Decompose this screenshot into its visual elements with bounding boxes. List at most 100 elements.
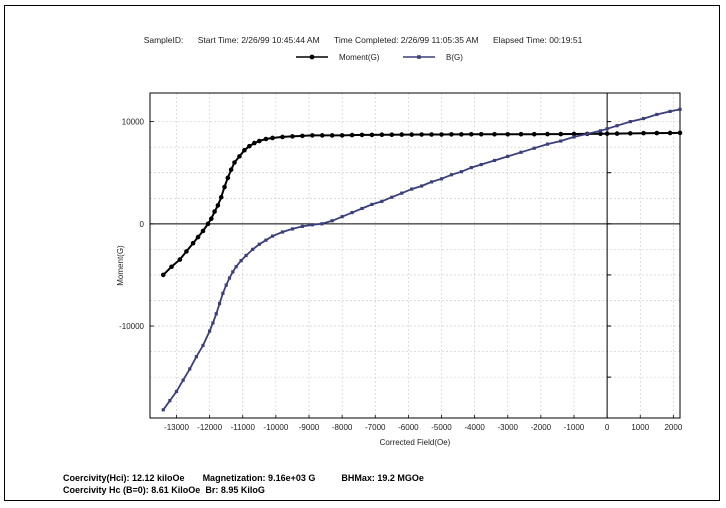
run-info-header: SampleID: Start Time: 2/26/99 10:45:44 A… (5, 35, 721, 45)
moment-point (205, 221, 211, 227)
moment-point (518, 131, 524, 137)
b-point (492, 158, 497, 163)
moment-point (257, 138, 262, 144)
b-point (244, 253, 248, 258)
moment-point (429, 132, 434, 137)
moment-point (160, 272, 166, 278)
moment-point (329, 133, 335, 138)
b-point (234, 265, 238, 269)
b-point (598, 129, 603, 133)
b-point (360, 206, 364, 211)
b-point (572, 135, 576, 139)
moment-point (459, 132, 464, 137)
b-point (231, 270, 235, 274)
x-tick-label: -9000 (299, 423, 320, 432)
moment-point (604, 131, 610, 136)
x-tick-label: -11000 (231, 423, 256, 432)
b-point (320, 222, 324, 226)
b-point (227, 276, 232, 280)
moment-point (247, 143, 252, 149)
b-point (300, 224, 304, 228)
b-point (668, 109, 672, 113)
moment-point (339, 133, 345, 138)
moment-point (184, 249, 189, 254)
moment-point (228, 167, 234, 172)
moment-point (379, 132, 385, 137)
moment-point (300, 133, 305, 139)
x-tick-label: -7000 (365, 423, 386, 432)
x-tick-label: -6000 (398, 423, 419, 432)
moment-point (654, 130, 660, 136)
b-point (390, 195, 394, 199)
moment-point (409, 132, 414, 137)
b-point (201, 343, 205, 348)
moment-point (270, 135, 275, 141)
chart-labels: -13000 -12000 -11000 -10000 -9000 -8000 -7000-… (116, 118, 683, 447)
b-point (251, 247, 255, 251)
b-point (559, 139, 563, 143)
b-point (221, 291, 225, 295)
br-value: Br: 8.95 KiloG (205, 485, 265, 495)
x-tick-label: -5000 (431, 423, 452, 432)
b-point (168, 399, 172, 403)
b-point (270, 234, 275, 238)
moment-point (215, 203, 221, 208)
y-tick-label: 10000 (122, 118, 145, 127)
moment-point (469, 131, 474, 137)
b-point (239, 259, 243, 263)
b-point (605, 127, 609, 131)
b-point (400, 191, 404, 195)
x-tick-label: 1000 (631, 423, 649, 432)
results-summary: Coercivity(Hci): 12.12 kiloOe Magnetizati… (63, 472, 424, 496)
b-point (290, 227, 295, 231)
x-tick-label: -3000 (498, 423, 519, 432)
b-point (211, 321, 215, 325)
plot-border (149, 92, 681, 419)
moment-point (505, 131, 511, 137)
x-tick-label: -13000 (164, 423, 189, 432)
hysteresis-chart: Moment(G) B(G) -13000 -12000 -11000 -10000 -9… (116, 53, 683, 447)
legend-label: Moment(G) (339, 53, 380, 62)
b-point (439, 177, 444, 181)
b-point (194, 355, 198, 359)
b-point (257, 242, 261, 246)
moment-point (177, 257, 183, 262)
moment-point (419, 132, 424, 137)
x-tick-label: -2000 (531, 423, 552, 432)
moment-point (628, 131, 633, 136)
bhmax-value: BHMax: 19.2 MGOe (341, 473, 424, 483)
b-point (174, 389, 179, 394)
b-point (429, 180, 434, 184)
b-point (208, 329, 212, 333)
series-line-moment (162, 131, 681, 276)
x-axis-title: Corrected Field(Oe) (380, 438, 451, 447)
b-point (519, 150, 523, 154)
b-point (615, 124, 619, 128)
moment-point (237, 154, 242, 159)
b-point (188, 367, 192, 371)
b-point (678, 107, 682, 111)
moment-point (399, 132, 405, 137)
b-point (330, 219, 334, 223)
b-point (264, 238, 268, 242)
chart-series (160, 107, 683, 412)
b-point (350, 210, 354, 215)
start-time-label: Start Time: 2/26/99 10:45:44 AM (197, 35, 320, 45)
moment-point (290, 134, 295, 139)
coercivity-hc-value: Coercivity Hc (B=0): 8.61 KiloOe (63, 485, 201, 495)
chart-legend: Moment(G) B(G) (296, 53, 463, 62)
x-tick-label: 2000 (664, 423, 682, 432)
b-point (340, 215, 344, 219)
moment-point (641, 130, 646, 136)
b-point (506, 154, 510, 158)
moment-point (263, 136, 269, 142)
moment-point (195, 234, 201, 240)
x-tick-label: -1000 (564, 423, 585, 432)
moment-point (545, 131, 550, 137)
b-point (532, 146, 536, 150)
moment-point (169, 264, 174, 270)
x-tick-label: -8000 (332, 423, 353, 432)
b-point (217, 301, 222, 306)
b-point (449, 173, 454, 177)
legend-marker-square (417, 55, 421, 59)
